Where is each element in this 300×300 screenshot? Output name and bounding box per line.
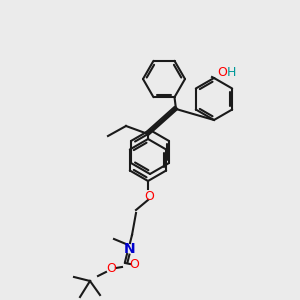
Text: N: N <box>124 242 136 256</box>
Text: O: O <box>106 262 116 275</box>
Text: H: H <box>226 65 236 79</box>
Text: O: O <box>129 259 139 272</box>
Text: O: O <box>144 190 154 202</box>
Text: O: O <box>217 67 227 80</box>
